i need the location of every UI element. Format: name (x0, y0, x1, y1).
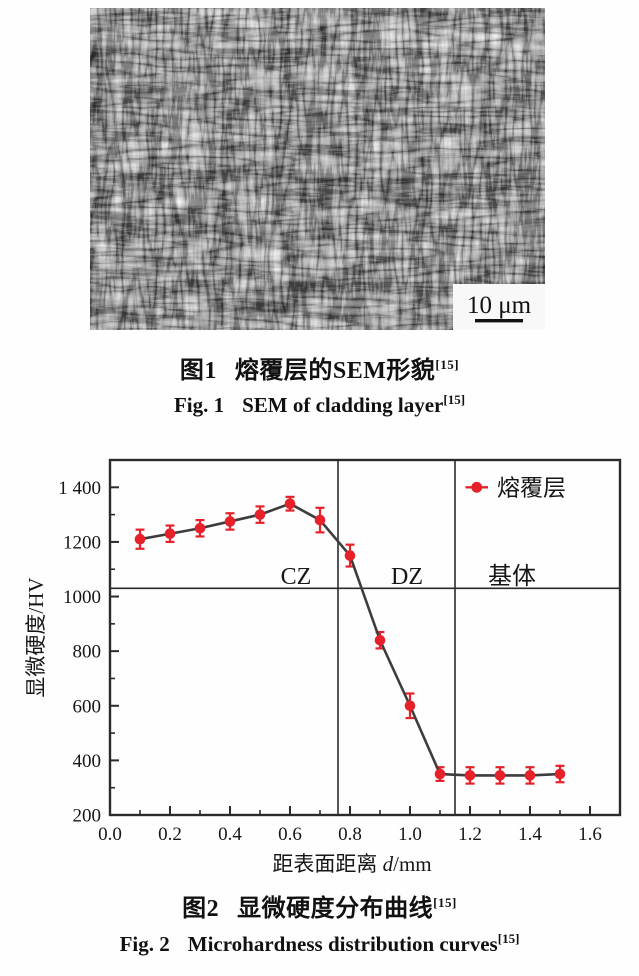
y-tick-label: 1200 (63, 532, 101, 553)
error-bars (135, 495, 565, 785)
axis-ticks (109, 486, 621, 816)
figure1-caption-zh: 图1 熔覆层的SEM形貌[15] (0, 350, 639, 385)
y-tick-label: 400 (73, 751, 102, 772)
x-tick-label: 1.6 (578, 824, 602, 845)
figure2-ref-zh: [15] (433, 895, 457, 910)
data-point (554, 768, 566, 780)
y-tick-label: 800 (73, 642, 102, 663)
y-tick-label: 200 (73, 806, 102, 827)
legend-marker-icon (471, 481, 483, 493)
sem-needles-vertical (90, 8, 545, 330)
data-point (314, 514, 326, 526)
y-tick-label: 1 400 (58, 478, 101, 499)
data-point (464, 770, 476, 781)
data-point (194, 522, 206, 534)
y-tick-label: 600 (73, 696, 102, 717)
scale-bar-label: 10 μm (467, 292, 532, 319)
x-axis-label: 距表面距离 d/mm (272, 852, 431, 876)
zone-label-1: CZ (281, 564, 312, 590)
scale-bar-line (475, 319, 523, 323)
data-point (494, 770, 506, 781)
zone-label-2: DZ (391, 564, 423, 590)
data-point (344, 550, 356, 561)
scale-bar: 10 μm (453, 284, 545, 330)
y-tick-label: 1000 (63, 587, 101, 608)
legend: 熔覆层 (465, 475, 566, 500)
data-point (134, 533, 146, 545)
figure1-number-en: Fig. 1 (173, 393, 225, 417)
figure1-number-zh: 图1 (179, 358, 217, 384)
data-point (284, 498, 296, 509)
data-point (224, 516, 236, 527)
figure1-title-zh: 熔覆层的SEM形貌 (234, 358, 436, 384)
figure1-ref-zh: [15] (435, 357, 460, 372)
figure2-number-zh: 图2 (182, 896, 220, 922)
figure1-ref-en: [15] (443, 392, 466, 407)
data-point (524, 770, 536, 781)
x-tick-label: 0.0 (98, 824, 122, 845)
figure2-caption-zh: 图2 显微硬度分布曲线[15] (0, 888, 639, 923)
plot-frame (108, 458, 622, 817)
x-tick-label: 1.0 (398, 824, 422, 845)
microhardness-chart: CZ DZ 基体 熔覆层 0.0 0.2 0.4 0.6 0.8 1.0 1.2 1.4 1.6 200 4… (24, 458, 622, 876)
zone-label-3: 基体 (488, 563, 536, 590)
x-tick-label: 0.8 (338, 824, 362, 845)
x-tick-label: 0.2 (158, 824, 182, 845)
x-tick-label: 1.2 (458, 824, 482, 845)
figure2-title-en: Microhardness distribution curves (187, 932, 498, 956)
x-tick-label: 0.6 (278, 824, 302, 845)
figure1-title-en: SEM of cladding layer (242, 393, 444, 417)
data-markers (134, 498, 566, 781)
x-tick-label: 1.4 (518, 824, 542, 845)
figure2-caption-en: Fig. 2 Microhardness distribution curves[… (0, 932, 639, 957)
data-point (404, 700, 416, 712)
data-point (254, 509, 266, 520)
x-tick-label: 0.4 (218, 824, 242, 845)
data-point (374, 634, 386, 646)
legend-label: 熔覆层 (497, 475, 566, 500)
figure2-number-en: Fig. 2 (119, 932, 170, 956)
figure2-ref-en: [15] (497, 931, 520, 946)
sem-image: 10 μm (90, 8, 545, 330)
figure2-title-zh: 显微硬度分布曲线 (237, 896, 434, 922)
figure1-caption-en: Fig. 1 SEM of cladding layer[15] (0, 393, 639, 418)
y-axis-label: 显微硬度/HV (24, 577, 48, 697)
data-point (164, 528, 176, 540)
data-point (434, 768, 446, 780)
